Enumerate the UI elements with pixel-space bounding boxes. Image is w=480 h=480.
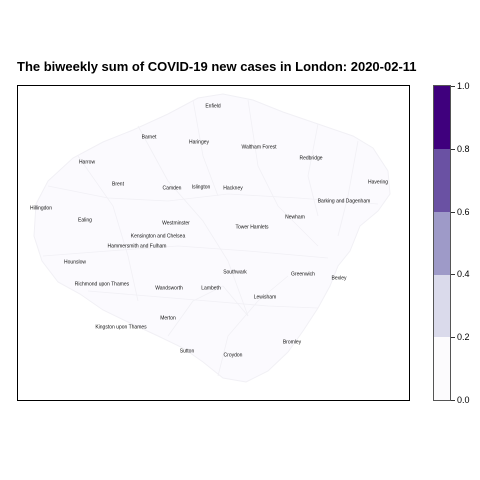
borough-label: Harrow	[78, 159, 96, 166]
borough-label: Lewisham	[253, 294, 277, 301]
borough-label: Greenwich	[291, 271, 315, 278]
legend-bin	[434, 86, 450, 149]
borough-label: Bexley	[331, 275, 347, 282]
legend-tick	[451, 400, 455, 401]
borough-label: Hammersmith and Fulham	[107, 243, 167, 250]
borough-label: Enfield	[205, 103, 221, 110]
borough-label: Merton	[160, 315, 176, 322]
borough-label: Barking and Dagenham	[317, 198, 371, 205]
borough-border	[192, 99, 219, 197]
borough-borders	[42, 99, 379, 377]
london-map	[33, 93, 391, 383]
legend-tick-label: 0.4	[457, 269, 470, 280]
borough-border	[337, 140, 359, 237]
borough-label: Tower Hamlets	[235, 224, 269, 231]
borough-label: Lambeth	[201, 285, 221, 292]
legend-tick	[451, 86, 455, 87]
borough-label: Barnet	[141, 134, 157, 141]
borough-label: Havering	[367, 179, 389, 186]
legend-tick	[451, 211, 455, 213]
borough-label: Hackney	[223, 185, 243, 192]
legend-tick	[451, 274, 455, 276]
borough-border	[137, 125, 249, 317]
borough-border	[87, 290, 319, 309]
legend-tick-label: 0.8	[457, 143, 470, 154]
borough-border	[167, 285, 249, 337]
legend-bin	[434, 274, 450, 338]
borough-border	[42, 245, 329, 259]
borough-label: Kensington and Chelsea	[130, 233, 186, 240]
borough-label: Wandsworth	[155, 285, 183, 292]
chart-title: The biweekly sum of COVID-19 new cases i…	[17, 59, 417, 74]
borough-label: Newham	[285, 214, 305, 221]
map-panel: Enfield Barnet Haringey Waltham Forest Redbr…	[17, 85, 410, 401]
borough-label: Southwark	[223, 269, 247, 276]
borough-label: Haringey	[188, 139, 210, 146]
legend-bin	[434, 148, 450, 212]
legend-tick	[451, 148, 455, 150]
borough-label: Westminster	[162, 220, 190, 227]
color-legend	[433, 85, 451, 401]
borough-border	[217, 275, 289, 377]
borough-label: Islington	[191, 184, 211, 191]
borough-border	[307, 123, 319, 217]
borough-label: Bromley	[282, 339, 302, 346]
borough-label: Redbridge	[299, 155, 323, 162]
legend-bin	[434, 337, 450, 401]
borough-label: Richmond upon Thames	[74, 281, 130, 288]
legend-tick-label: 0.0	[457, 395, 470, 405]
legend-bin	[434, 211, 450, 275]
legend-tick-label: 1.0	[457, 81, 470, 91]
london-outline	[33, 93, 391, 383]
borough-border	[247, 99, 319, 247]
borough-label: Ealing	[78, 217, 92, 224]
borough-border	[77, 155, 139, 302]
legend-tick-label: 0.6	[457, 206, 470, 217]
legend-tick-label: 0.2	[457, 332, 470, 343]
borough-label: Croydon	[223, 352, 243, 359]
borough-label: Hillingdon	[30, 205, 52, 212]
borough-label: Hounslow	[64, 259, 86, 266]
borough-label: Brent	[112, 181, 124, 188]
borough-label: Camden	[162, 185, 182, 192]
borough-label: Sutton	[179, 348, 195, 355]
borough-border	[47, 185, 379, 205]
borough-label: Waltham Forest	[241, 144, 277, 151]
legend-tick	[451, 337, 455, 339]
borough-label: Kingston upon Thames	[95, 324, 147, 331]
